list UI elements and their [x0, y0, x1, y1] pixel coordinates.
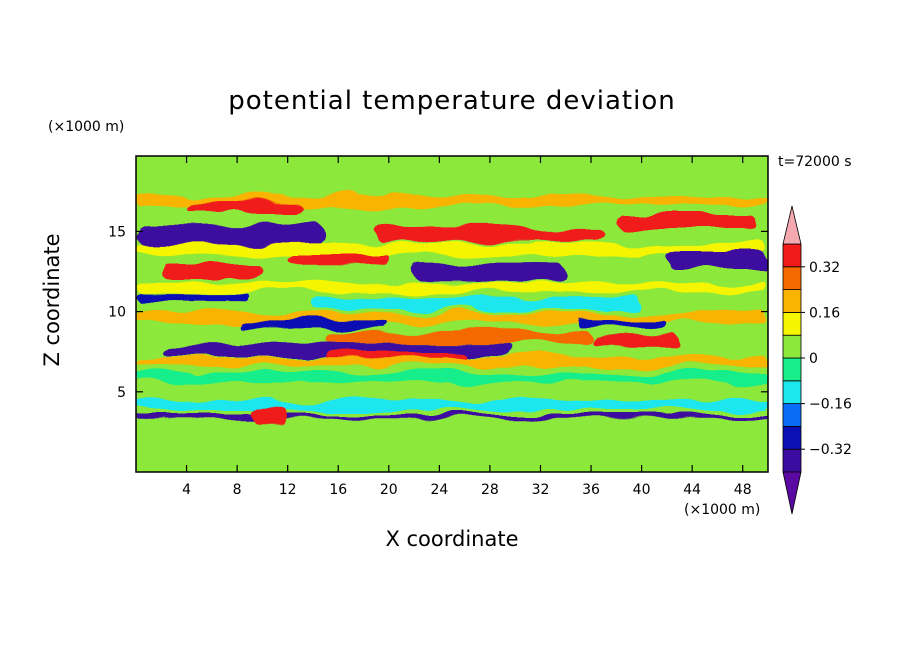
- colorbar-segment: [782, 334, 802, 359]
- contour-band: [136, 399, 768, 410]
- colorbar-segment: [782, 311, 802, 336]
- contour-band: [136, 372, 768, 383]
- contour-band: [136, 293, 250, 302]
- x-axis-label: X coordinate: [385, 527, 519, 551]
- contour-band: [136, 243, 768, 255]
- x-tick-label: 8: [233, 482, 242, 498]
- colorbar-label: 0: [809, 351, 818, 367]
- colorbar-label: 0.16: [809, 305, 840, 321]
- x-tick-label: 32: [532, 482, 550, 498]
- colorbar-label: 0.32: [809, 260, 840, 276]
- colorbar-segment: [782, 425, 802, 450]
- colorbar-segment: [782, 266, 802, 290]
- contour-band: [287, 253, 389, 265]
- x-unit-label: (×1000 m): [684, 502, 761, 518]
- x-tick-label: 44: [683, 482, 701, 498]
- contour-band: [186, 201, 301, 213]
- y-tick-label: 10: [108, 305, 126, 321]
- colorbar-min-extension: [782, 471, 802, 515]
- y-tick-label: 5: [117, 385, 126, 401]
- contour-band: [136, 172, 768, 201]
- colorbar-label: −0.16: [809, 397, 852, 413]
- contour-band: [414, 265, 566, 282]
- x-tick-label: 12: [279, 482, 297, 498]
- colorbar-segment: [782, 380, 802, 404]
- contour-band: [136, 224, 326, 246]
- colorbar-segment: [782, 357, 802, 382]
- colorbar-label: −0.32: [809, 442, 852, 458]
- x-tick-label: 16: [329, 482, 347, 498]
- time-label: t=72000 s: [778, 154, 852, 170]
- x-tick-label: 48: [734, 482, 752, 498]
- x-tick-label: 4: [182, 482, 191, 498]
- contour-band: [578, 320, 667, 329]
- contour-band: [136, 357, 768, 366]
- contour-band: [666, 253, 768, 268]
- colorbar-segment: [782, 448, 802, 473]
- contour-band: [136, 282, 768, 293]
- y-unit-label: (×1000 m): [48, 119, 125, 135]
- x-tick-label: 36: [582, 482, 600, 498]
- contour-band: [136, 313, 768, 323]
- contour-band: [237, 320, 389, 329]
- colorbar: 0.32 0.16 0 −0.16 −0.32: [782, 205, 852, 515]
- x-tick-label: 20: [380, 482, 398, 498]
- x-tick-label: 24: [430, 482, 448, 498]
- contour-band: [426, 228, 541, 238]
- contour-band: [591, 335, 680, 346]
- contour-band: [312, 297, 642, 310]
- plot-frame: [135, 155, 769, 473]
- x-tick-label: 28: [481, 482, 499, 498]
- x-tick-label: 40: [633, 482, 651, 498]
- contour-band: [161, 263, 263, 280]
- colorbar-segment: [782, 243, 802, 268]
- contour-band: [325, 330, 592, 344]
- chart-title: potential temperature deviation: [228, 86, 676, 116]
- y-tick-label: 15: [108, 224, 126, 240]
- contour-band: [249, 406, 288, 423]
- colorbar-segment: [782, 289, 802, 313]
- colorbar-segment: [782, 403, 802, 427]
- contour-band: [136, 413, 768, 419]
- contour-band: [616, 214, 756, 229]
- colorbar-max-extension: [782, 205, 802, 245]
